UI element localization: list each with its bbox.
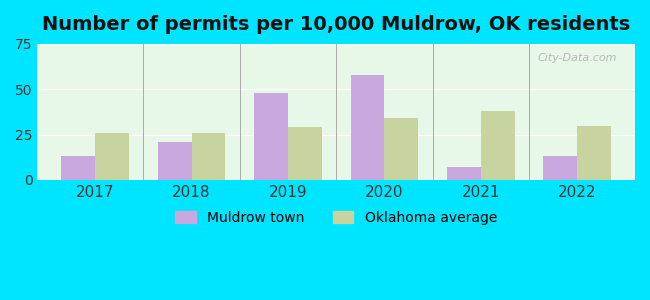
Text: City-Data.com: City-Data.com (538, 53, 617, 63)
Bar (62, 156, 95, 180)
Bar (481, 111, 515, 180)
Bar (192, 133, 226, 180)
Bar (254, 93, 288, 180)
Bar (158, 142, 192, 180)
Bar (447, 167, 481, 180)
Bar (288, 127, 322, 180)
Bar (384, 118, 418, 180)
Bar (95, 133, 129, 180)
Legend: Muldrow town, Oklahoma average: Muldrow town, Oklahoma average (170, 205, 502, 230)
Title: Number of permits per 10,000 Muldrow, OK residents: Number of permits per 10,000 Muldrow, OK… (42, 15, 630, 34)
Bar (350, 75, 384, 180)
Bar (577, 125, 611, 180)
Bar (543, 156, 577, 180)
